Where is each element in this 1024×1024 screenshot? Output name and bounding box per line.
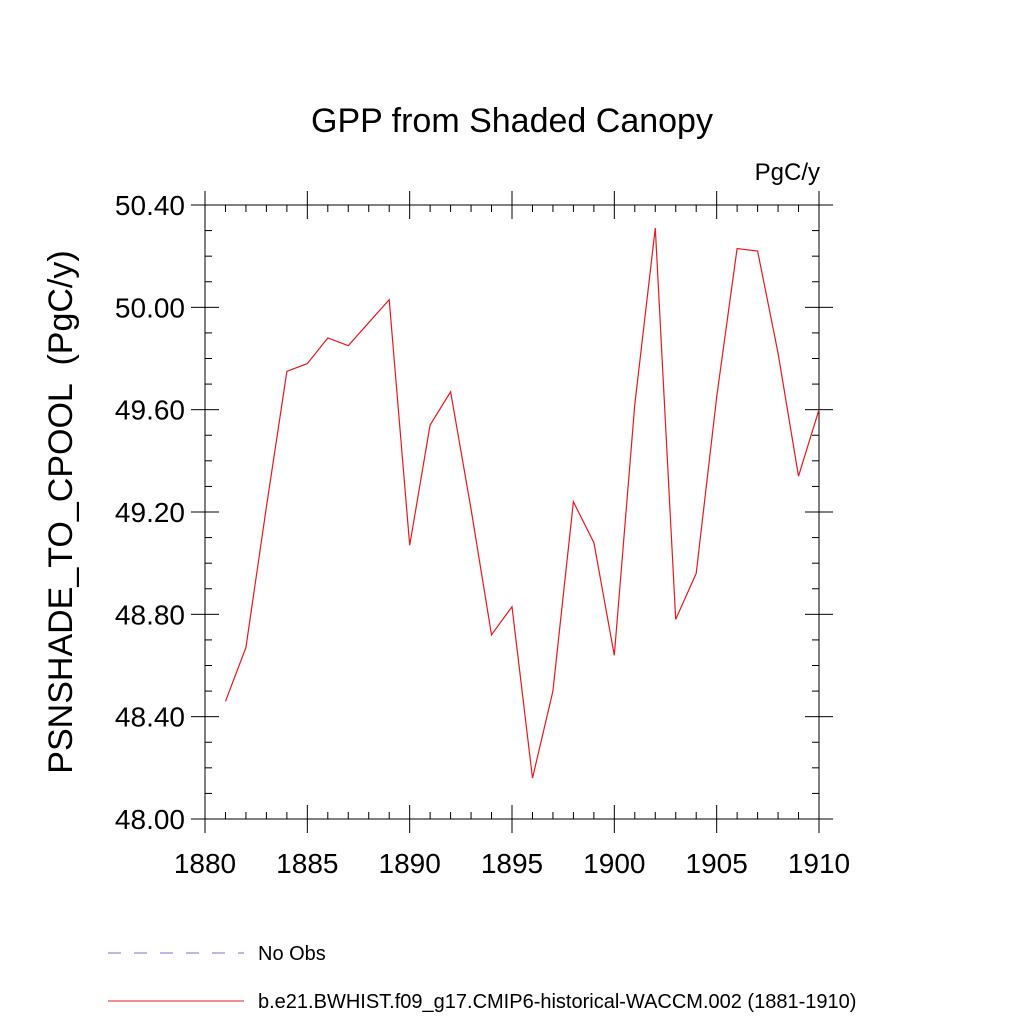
x-tick-label: 1885 [276,848,338,879]
y-axis-label: PSNSHADE_TO_CPOOL (PgC/y) [42,250,80,773]
y-tick-label: 49.20 [115,497,185,528]
y-tick-label: 50.00 [115,292,185,323]
series-layer [224,227,820,779]
x-tick-label: 1895 [481,848,543,879]
units-label: PgC/y [755,159,820,186]
y-tick-label: 49.60 [115,395,185,426]
x-tick-label: 1880 [174,848,236,879]
x-axis-ticks [204,191,820,833]
x-tick-label: 1905 [686,848,748,879]
y-tick-label: 48.40 [115,702,185,733]
y-tick-label: 48.00 [115,804,185,835]
y-tick-label: 50.40 [115,190,185,221]
x-tick-label: 1900 [583,848,645,879]
x-axis-tick-labels: 1880 1885 1890 1895 1900 1905 1910 [174,848,850,879]
chart-title: GPP from Shaded Canopy [311,102,713,140]
legend: No Obs b.e21.BWHIST.f09_g17.CMIP6-histor… [108,943,856,1013]
series-line [224,227,820,779]
plot-frame [204,204,820,820]
x-tick-label: 1910 [788,848,850,879]
y-axis-tick-labels: 48.00 48.40 48.80 49.20 49.60 50.00 50.40 [115,190,185,835]
y-axis-ticks [191,204,833,820]
y-tick-label: 48.80 [115,599,185,630]
legend-obs-label: No Obs [258,943,326,965]
legend-model-label: b.e21.BWHIST.f09_g17.CMIP6-historical-WA… [258,991,856,1013]
x-tick-label: 1890 [379,848,441,879]
